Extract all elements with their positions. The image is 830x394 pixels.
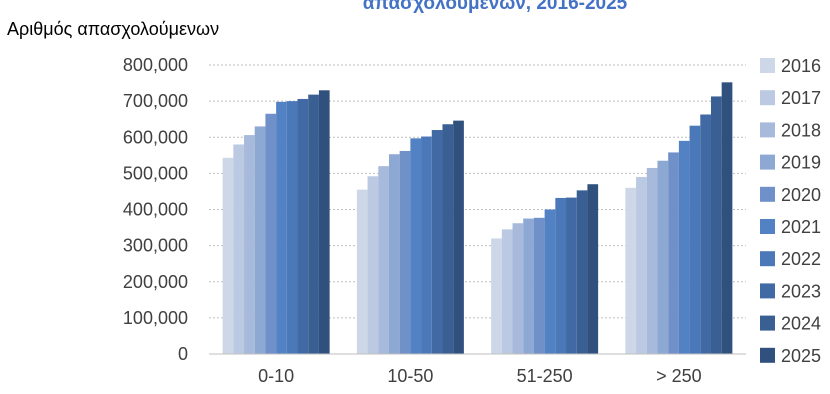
bar — [244, 135, 255, 354]
bar — [265, 113, 277, 354]
bar — [410, 138, 422, 354]
y-tick-label: 600,000 — [123, 127, 188, 147]
x-tick-label: 51-250 — [517, 366, 573, 386]
y-tick-label: 700,000 — [123, 91, 188, 111]
bar — [678, 140, 690, 354]
bar — [388, 154, 400, 354]
legend-label: 2018 — [781, 120, 821, 140]
bar — [356, 189, 368, 354]
bar — [566, 197, 577, 354]
bar — [399, 150, 411, 354]
bar — [555, 197, 567, 354]
bar — [254, 126, 266, 354]
y-tick-label: 200,000 — [123, 272, 188, 292]
bar — [367, 176, 379, 354]
bar — [710, 96, 722, 355]
bar — [689, 125, 701, 354]
legend-label: 2019 — [781, 153, 821, 173]
legend-swatch — [760, 90, 775, 106]
bar — [512, 223, 524, 354]
legend-label: 2016 — [781, 56, 821, 76]
x-axis-ticks: 0-10 10-50 51-250 > 250 — [258, 366, 702, 386]
bar — [501, 229, 513, 354]
bar — [523, 218, 534, 354]
y-axis-label: Αριθμός απασχολούμενων — [7, 19, 219, 39]
bar — [491, 238, 502, 354]
bar — [222, 157, 234, 354]
bar — [625, 187, 637, 354]
bar — [587, 184, 599, 354]
legend-label: 2021 — [781, 217, 821, 237]
bar — [700, 114, 711, 355]
bar — [297, 98, 309, 355]
legend-swatch — [760, 154, 775, 170]
bar — [233, 144, 245, 354]
legend-label: 2025 — [781, 346, 821, 366]
bar — [431, 130, 443, 354]
legend-label: 2020 — [781, 185, 821, 205]
bar — [308, 94, 319, 354]
legend-swatch — [760, 58, 775, 73]
bar — [636, 176, 647, 354]
y-tick-label: 400,000 — [123, 200, 188, 220]
bar — [657, 160, 669, 354]
legend-swatch — [760, 347, 775, 363]
bar — [668, 152, 679, 354]
legend-label: 2017 — [781, 88, 821, 108]
bars — [222, 82, 733, 355]
legend-swatch — [760, 122, 775, 138]
y-tick-label: 300,000 — [123, 236, 188, 256]
bar — [721, 82, 733, 354]
bar — [544, 209, 556, 354]
legend-swatch — [760, 186, 775, 202]
bar — [442, 124, 454, 355]
legend-swatch — [760, 283, 775, 299]
y-tick-label: 500,000 — [123, 163, 188, 183]
bar — [286, 101, 298, 354]
bar — [378, 166, 389, 354]
legend: 2016 2017 2018 2019 2020 2021 2022 2023 2024 2025 — [760, 56, 821, 366]
y-tick-label: 0 — [178, 344, 188, 364]
y-tick-label: 100,000 — [123, 308, 188, 328]
legend-label: 2023 — [781, 281, 821, 301]
bar — [276, 101, 287, 354]
chart-title: απασχολούμενων, 2016-2025 — [363, 0, 628, 14]
bar — [646, 167, 658, 354]
legend-swatch — [760, 219, 775, 234]
x-tick-label: 0-10 — [258, 366, 294, 386]
legend-swatch — [760, 315, 775, 331]
bar — [421, 136, 432, 354]
bar — [318, 90, 330, 354]
x-tick-label: 10-50 — [387, 366, 433, 386]
y-axis-ticks: 0 100,000 200,000 300,000 400,000 500,000 600,… — [123, 55, 188, 364]
legend-label: 2024 — [781, 314, 821, 334]
x-tick-label: > 250 — [656, 366, 702, 386]
bar — [453, 120, 464, 354]
bar — [533, 217, 545, 354]
legend-label: 2022 — [781, 249, 821, 269]
y-tick-label: 800,000 — [123, 55, 188, 75]
bar — [576, 190, 588, 354]
legend-swatch — [760, 251, 775, 267]
